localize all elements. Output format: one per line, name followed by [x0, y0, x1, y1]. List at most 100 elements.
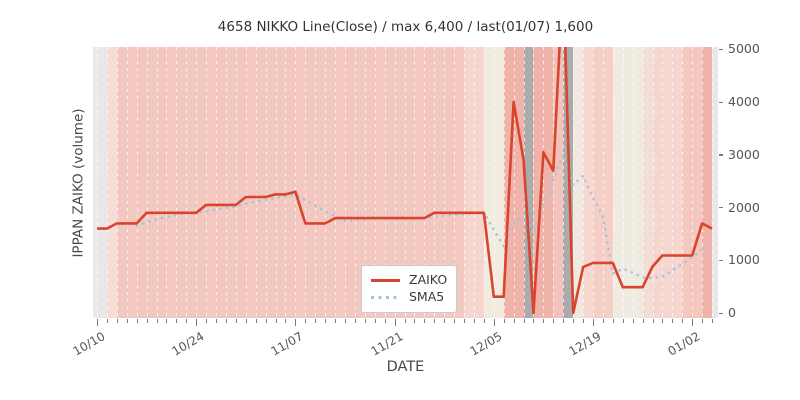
- day-gridline: [493, 47, 495, 318]
- day-gridline: [156, 47, 158, 318]
- day-gridline: [275, 47, 277, 318]
- solid-line-swatch: [371, 279, 400, 282]
- day-band: [186, 47, 197, 318]
- x-minor-tick-mark: [473, 319, 475, 323]
- day-gridline: [116, 47, 118, 318]
- x-minor-tick-mark: [166, 319, 168, 323]
- day-band: [315, 47, 326, 318]
- x-minor-tick-mark: [642, 319, 644, 323]
- day-gridline: [325, 47, 327, 318]
- day-band: [622, 47, 633, 318]
- day-band: [335, 47, 345, 318]
- legend-row: SMA5: [371, 289, 447, 306]
- legend-row: ZAIKO: [371, 272, 447, 289]
- day-gridline: [404, 47, 406, 318]
- x-minor-tick-mark: [702, 319, 704, 323]
- day-gridline: [176, 47, 178, 318]
- day-band: [513, 47, 524, 318]
- day-gridline: [196, 47, 198, 318]
- y-tick-label: 0: [728, 305, 736, 320]
- legend: ZAIKO SMA5: [361, 265, 457, 313]
- x-minor-tick-mark: [672, 319, 674, 323]
- day-band: [712, 47, 718, 318]
- day-band: [106, 47, 117, 318]
- x-major-tick-mark: [394, 319, 396, 326]
- x-minor-tick-mark: [513, 319, 515, 323]
- day-gridline: [652, 47, 654, 318]
- x-major-tick-mark: [295, 319, 297, 326]
- x-minor-tick-mark: [632, 319, 634, 323]
- day-gridline: [642, 47, 644, 318]
- day-band: [612, 47, 623, 318]
- day-band: [414, 47, 425, 318]
- day-gridline: [374, 47, 376, 318]
- x-minor-tick-mark: [454, 319, 456, 323]
- day-gridline: [692, 47, 694, 318]
- x-minor-tick-mark: [176, 319, 178, 323]
- day-band: [444, 47, 455, 318]
- x-minor-tick-mark: [553, 319, 555, 323]
- y-tick-mark: [719, 154, 723, 156]
- day-gridline: [166, 47, 168, 318]
- x-minor-tick-mark: [325, 319, 327, 323]
- day-gridline: [573, 47, 575, 318]
- day-band: [136, 47, 147, 318]
- y-axis-label: IPPAN ZAIKO (volume): [70, 108, 87, 258]
- day-band: [325, 47, 336, 318]
- day-band: [523, 47, 534, 318]
- day-band: [632, 47, 643, 318]
- day-gridline: [265, 47, 267, 318]
- x-minor-tick-mark: [116, 319, 118, 323]
- x-minor-tick-mark: [523, 319, 525, 323]
- day-band: [464, 47, 474, 318]
- day-band: [483, 47, 494, 318]
- x-minor-tick-mark: [235, 319, 237, 323]
- day-gridline: [543, 47, 545, 318]
- day-band: [702, 47, 713, 318]
- x-minor-tick-mark: [563, 319, 565, 323]
- x-minor-tick-mark: [384, 319, 386, 323]
- day-band: [364, 47, 375, 318]
- day-gridline: [454, 47, 456, 318]
- day-gridline: [672, 47, 674, 318]
- day-band: [216, 47, 226, 318]
- x-minor-tick-mark: [186, 319, 188, 323]
- day-band: [652, 47, 663, 318]
- day-gridline: [136, 47, 138, 318]
- day-band: [345, 47, 355, 318]
- x-major-tick-mark: [97, 319, 98, 326]
- day-band: [126, 47, 137, 318]
- day-band: [354, 47, 365, 318]
- x-minor-tick-mark: [573, 319, 575, 323]
- day-gridline: [335, 47, 337, 318]
- y-tick-label: 4000: [728, 94, 760, 110]
- y-tick-mark: [719, 48, 723, 51]
- y-tick-label: 2000: [728, 199, 760, 215]
- x-major-tick-mark: [493, 319, 495, 326]
- day-gridline: [662, 47, 664, 318]
- day-gridline: [563, 47, 565, 318]
- day-gridline: [553, 47, 555, 318]
- day-gridline: [345, 47, 346, 318]
- day-band: [97, 47, 107, 318]
- day-gridline: [444, 47, 446, 318]
- x-minor-tick-mark: [414, 319, 416, 323]
- plot-area: ZAIKO SMA5: [93, 47, 718, 318]
- sma5-line: [135, 150, 714, 280]
- day-gridline: [225, 47, 227, 318]
- day-gridline: [682, 47, 684, 318]
- x-minor-tick-mark: [652, 319, 654, 323]
- day-gridline: [533, 47, 535, 318]
- day-band: [533, 47, 544, 318]
- day-band: [275, 47, 286, 318]
- day-gridline: [593, 47, 594, 318]
- day-band: [166, 47, 177, 318]
- day-gridline: [622, 47, 624, 318]
- day-gridline: [612, 47, 614, 318]
- x-minor-tick-mark: [156, 319, 158, 323]
- day-gridline: [464, 47, 466, 318]
- day-gridline: [473, 47, 475, 318]
- x-minor-tick-mark: [106, 319, 108, 323]
- day-gridline: [315, 47, 317, 318]
- day-gridline: [305, 47, 307, 318]
